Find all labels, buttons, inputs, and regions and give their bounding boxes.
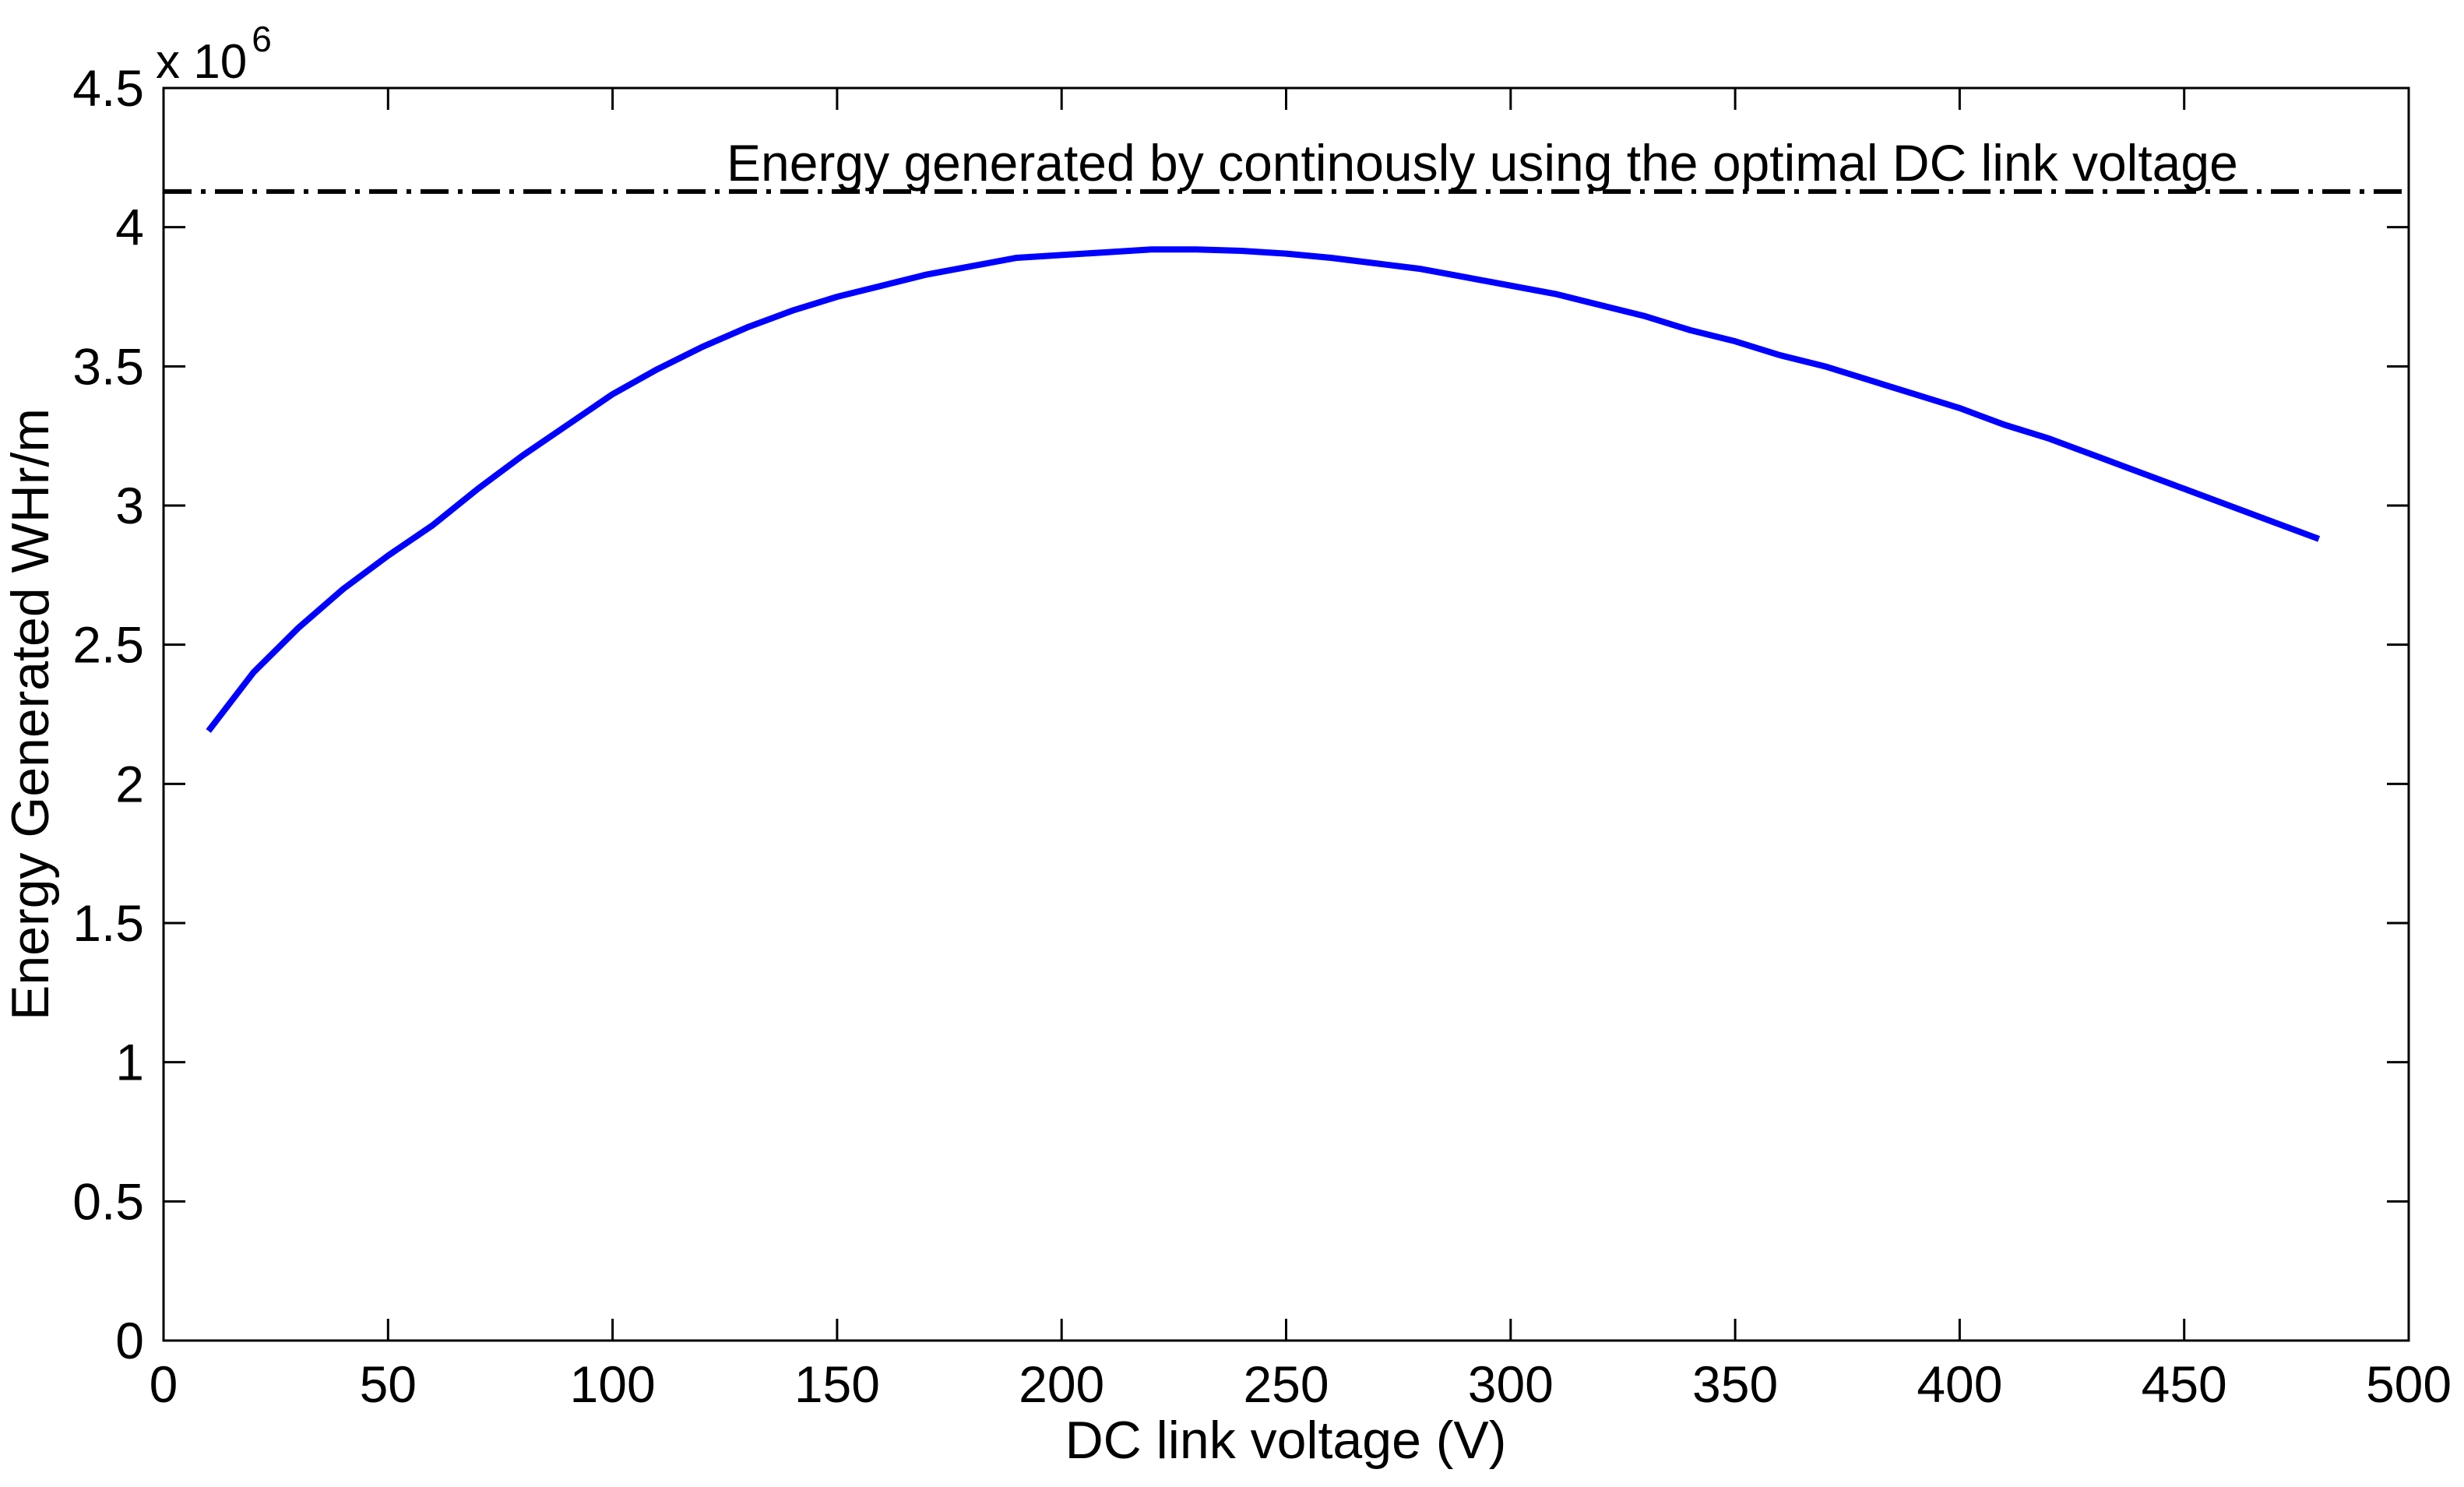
y-axis-multiplier: x 10 6 <box>156 19 272 89</box>
x-tick-label: 450 <box>2142 1355 2227 1413</box>
x-tick-label: 400 <box>1917 1355 2002 1413</box>
y-tick-label: 2 <box>115 755 144 812</box>
x-tick-label: 250 <box>1243 1355 1329 1413</box>
y-tick-label: 2.5 <box>72 616 144 674</box>
chart-generated-layer: 0 50 100 150 200 250 300 350 400 450 500 0 0.5 1 1.5 2 2… <box>72 59 2452 1413</box>
x-tick-label: 50 <box>360 1355 417 1413</box>
y-tick-label: 1 <box>115 1034 144 1091</box>
x-tick-label: 150 <box>794 1355 880 1413</box>
y-axis-multiplier-base: x 10 <box>156 35 247 89</box>
x-tick-label: 100 <box>570 1355 656 1413</box>
y-tick-label: 0 <box>115 1312 144 1369</box>
x-tick-label: 300 <box>1468 1355 1554 1413</box>
y-tick-label: 4.5 <box>72 59 144 117</box>
y-tick-label: 4 <box>115 199 144 256</box>
plot-area-border <box>162 86 2410 1342</box>
y-tick-label: 1.5 <box>72 894 144 952</box>
y-tick-label: 3.5 <box>72 337 144 395</box>
y-tick-label: 3 <box>115 477 144 534</box>
y-axis-multiplier-exponent: 6 <box>252 19 272 59</box>
reference-line-annotation: Energy generated by continously using th… <box>727 134 2238 192</box>
x-tick-label: 500 <box>2366 1355 2452 1413</box>
energy-vs-dc-link-voltage-curve <box>206 246 2321 733</box>
y-tick-label: 0.5 <box>72 1172 144 1230</box>
x-tick-label: 0 <box>150 1355 178 1413</box>
x-axis-label: DC link voltage (V) <box>1065 1411 1507 1470</box>
x-tick-label: 350 <box>1692 1355 1778 1413</box>
y-axis-label: Energy Generated WHr/m <box>1 408 60 1020</box>
x-tick-label: 200 <box>1019 1355 1104 1413</box>
